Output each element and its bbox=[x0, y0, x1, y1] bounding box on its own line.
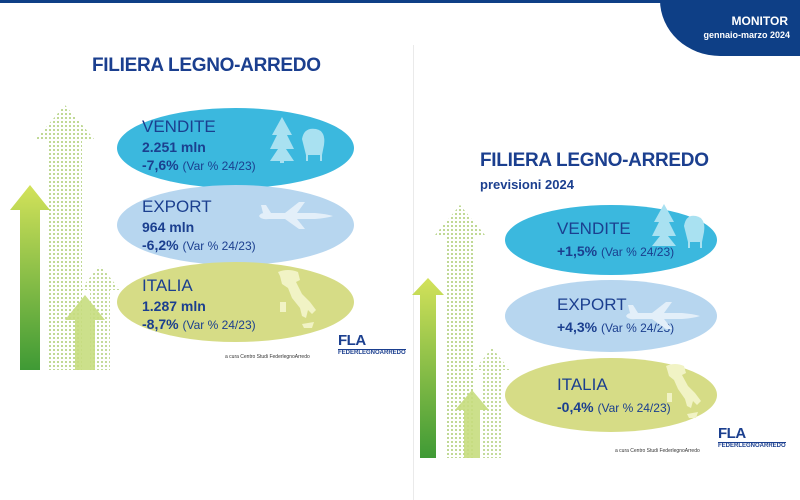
right-vendite-var-note: (Var % 24/23) bbox=[600, 245, 675, 259]
right-vendite-card bbox=[505, 205, 717, 275]
top-border bbox=[0, 0, 800, 3]
right-export-label: EXPORT bbox=[557, 295, 627, 314]
panel-divider bbox=[413, 45, 414, 500]
left-export-card bbox=[117, 185, 354, 265]
arrow-solid bbox=[10, 185, 50, 370]
left-credit: a cura Centro Studi FederlegnoArredo bbox=[225, 354, 310, 360]
right-italia-label: ITALIA bbox=[557, 375, 608, 394]
right-logo-mark: FLA bbox=[718, 425, 746, 442]
right-italia-var: -0,4% (Var % 24/23) bbox=[557, 399, 671, 415]
left-vendite-var-note: (Var % 24/23) bbox=[182, 159, 256, 173]
arrow-light bbox=[65, 295, 105, 370]
left-logo-mark: FLA bbox=[338, 332, 366, 349]
left-italia-card bbox=[117, 262, 354, 342]
italy-map-icon bbox=[278, 270, 316, 328]
right-vendite-var-value: +1,5% bbox=[557, 243, 598, 259]
left-export-var-note: (Var % 24/23) bbox=[182, 239, 256, 253]
left-vendite-var-value: -7,6% bbox=[142, 157, 179, 173]
italy-map-icon bbox=[666, 364, 701, 418]
left-italia-var: -8,7% (Var % 24/23) bbox=[142, 316, 256, 332]
right-export-var: +4,3% (Var % 24/23) bbox=[557, 319, 674, 335]
right-vendite-var: +1,5% (Var % 24/23) bbox=[557, 243, 674, 259]
right-arrows-graphic bbox=[412, 205, 510, 458]
left-export-label: EXPORT bbox=[142, 197, 212, 216]
monitor-label: MONITOR bbox=[731, 14, 788, 28]
header-badge bbox=[660, 0, 800, 56]
left-export-var-value: -6,2% bbox=[142, 237, 179, 253]
right-export-var-value: +4,3% bbox=[557, 319, 598, 335]
arrow-solid bbox=[412, 278, 444, 458]
left-logo-name: FEDERLEGNOARREDO bbox=[338, 349, 406, 356]
left-vendite-value: 2.251 mln bbox=[142, 139, 206, 155]
tree-armchair-icon bbox=[652, 204, 705, 248]
left-export-value: 964 mln bbox=[142, 219, 195, 235]
right-title: FILIERA LEGNO-ARREDO bbox=[480, 150, 709, 171]
right-logo-name: FEDERLEGNOARREDO bbox=[718, 442, 786, 449]
airplane-icon bbox=[626, 302, 700, 329]
period-label: gennaio-marzo 2024 bbox=[703, 30, 790, 40]
left-export-var: -6,2% (Var % 24/23) bbox=[142, 237, 256, 253]
right-export-var-note: (Var % 24/23) bbox=[600, 321, 675, 335]
left-italia-label: ITALIA bbox=[142, 276, 193, 295]
left-vendite-label: VENDITE bbox=[142, 117, 216, 136]
left-italia-value: 1.287 mln bbox=[142, 298, 206, 314]
right-credit: a cura Centro Studi FederlegnoArredo bbox=[615, 448, 700, 454]
tree-armchair-icon bbox=[270, 117, 325, 163]
left-arrows-graphic bbox=[10, 105, 120, 370]
left-fla-logo: FLA FEDERLEGNOARREDO bbox=[338, 332, 406, 356]
right-subtitle: previsioni 2024 bbox=[480, 177, 574, 192]
arrow-light bbox=[455, 390, 489, 458]
right-fla-logo: FLA FEDERLEGNOARREDO bbox=[718, 425, 786, 449]
left-italia-var-value: -8,7% bbox=[142, 316, 179, 332]
left-italia-var-note: (Var % 24/23) bbox=[182, 318, 256, 332]
arrow-dotted-mid bbox=[474, 348, 510, 458]
right-italia-var-note: (Var % 24/23) bbox=[597, 401, 671, 415]
left-title: FILIERA LEGNO-ARREDO bbox=[92, 55, 321, 76]
airplane-icon bbox=[259, 202, 333, 229]
right-vendite-label: VENDITE bbox=[557, 219, 631, 238]
left-vendite-var: -7,6% (Var % 24/23) bbox=[142, 157, 256, 173]
right-italia-var-value: -0,4% bbox=[557, 399, 594, 415]
